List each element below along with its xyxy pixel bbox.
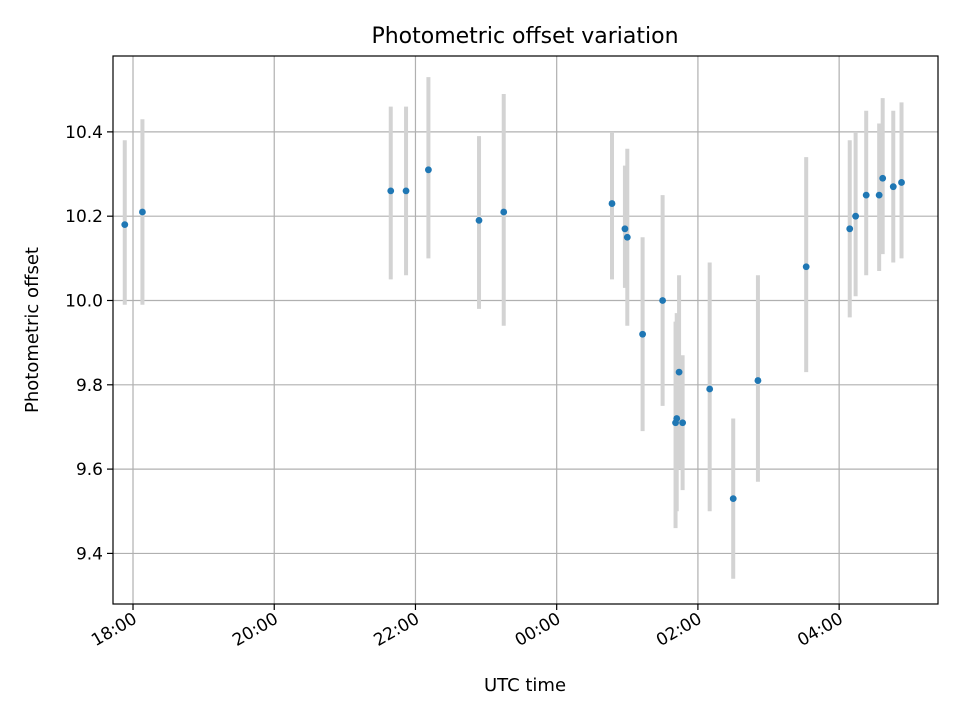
data-point bbox=[387, 187, 395, 195]
grid-lines bbox=[113, 56, 938, 604]
data-point bbox=[402, 187, 410, 195]
data-point bbox=[608, 200, 616, 207]
chart-title: Photometric offset variation bbox=[371, 24, 678, 49]
data-point bbox=[875, 191, 883, 199]
data-point bbox=[706, 385, 714, 393]
data-point bbox=[121, 221, 129, 229]
data-point bbox=[675, 368, 683, 376]
data-points bbox=[121, 166, 905, 503]
data-point bbox=[862, 191, 870, 199]
y-tick-label: 9.6 bbox=[76, 460, 103, 480]
data-point bbox=[898, 179, 905, 186]
y-tick-label: 9.8 bbox=[76, 376, 103, 396]
y-tick-label: 10.2 bbox=[65, 207, 103, 227]
x-axis-label: UTC time bbox=[484, 675, 566, 696]
data-point bbox=[754, 377, 762, 384]
data-point bbox=[802, 263, 810, 271]
data-point bbox=[879, 174, 887, 182]
y-axis-label: Photometric offset bbox=[22, 247, 43, 413]
data-point bbox=[139, 208, 146, 216]
y-tick-label: 10.0 bbox=[65, 291, 103, 311]
data-point bbox=[425, 166, 432, 174]
plot-frame bbox=[112, 55, 939, 605]
data-point bbox=[475, 217, 483, 224]
data-point bbox=[673, 415, 681, 422]
data-point bbox=[623, 233, 631, 241]
data-point bbox=[621, 225, 629, 233]
data-point bbox=[889, 183, 897, 191]
data-point bbox=[659, 297, 667, 304]
data-point bbox=[500, 208, 508, 216]
data-point bbox=[679, 419, 687, 427]
data-point bbox=[639, 330, 647, 338]
y-tick-label: 9.4 bbox=[76, 544, 103, 564]
y-tick-label: 10.4 bbox=[65, 123, 103, 143]
data-point bbox=[852, 212, 860, 220]
data-point bbox=[846, 225, 854, 233]
data-point bbox=[729, 495, 737, 503]
